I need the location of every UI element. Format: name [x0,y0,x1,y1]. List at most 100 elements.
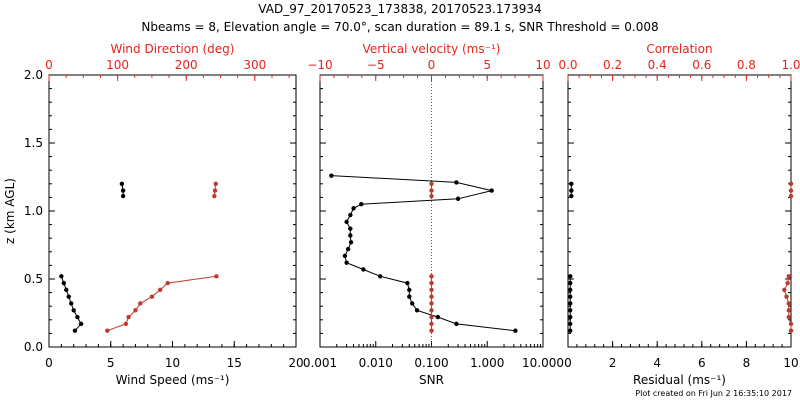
series-line [331,175,516,332]
data-point [126,314,131,320]
bottom-tick-label: 2 [609,356,617,370]
series-black [329,173,518,333]
data-point [71,308,76,313]
data-point [407,287,412,293]
panel-middle: 0.001 0.010 0.100 1.000 10.000 SNR −10 −5 0 5 10 Ve… [303,42,564,387]
data-point [409,301,415,306]
data-point [120,188,126,193]
data-point [513,328,518,333]
top-tick-label: 1.0 [781,58,800,72]
y-tick-label: 2.0 [24,68,43,82]
data-point [212,193,217,199]
bottom-tick-label: 10.000 [522,356,564,370]
data-point [157,287,163,293]
data-point [454,180,459,185]
data-point [66,294,71,299]
panel-frame [48,74,297,348]
y-tick-label: 1.5 [24,136,43,150]
bottom-tick-label: 1.000 [470,356,504,370]
top-axis-label: Wind Direction (deg) [111,42,235,56]
panel-right: 0 2 4 6 8 10 Residual (ms⁻¹) 0.0 0.2 0.4 0.6 0.8 1.0… [558,42,800,387]
data-point [788,193,794,199]
data-point [429,308,434,313]
data-point [120,193,126,199]
data-point [348,226,353,231]
top-tick-label: 100 [106,58,129,72]
data-point [348,233,353,238]
y-tick-label: 0.0 [24,340,43,354]
data-point [75,314,80,320]
data-point [782,287,787,293]
data-point [784,294,789,299]
data-point [568,301,573,306]
bottom-tick-label: 5 [107,356,115,370]
panel-left: 0 5 10 15 20 Wind Speed (ms⁻¹) 0 100 200 300 Wind … [3,42,304,387]
data-point [214,274,219,279]
y-axis-label: z (km AGL) [3,178,17,244]
data-point [213,181,218,186]
data-point [568,321,573,327]
series-red [429,181,434,333]
bottom-tick-label: 0.010 [359,356,393,370]
data-point [351,206,356,211]
data-point [149,294,155,299]
data-point [788,328,794,333]
data-point [568,328,573,333]
bottom-tick-label: 10 [165,356,180,370]
series-red [782,181,794,333]
bottom-tick-label: 6 [698,356,706,370]
data-point [429,287,434,293]
data-point [429,274,434,279]
y-tick-label: 1.0 [24,204,43,218]
data-point [455,196,461,201]
bottom-tick-label: 0.001 [303,356,337,370]
bottom-axis-label: Residual (ms⁻¹) [633,373,726,387]
bottom-tick-label: 0.100 [414,356,448,370]
data-point [345,246,351,252]
data-point [414,308,420,313]
top-tick-label: 10 [535,58,550,72]
series-black [568,181,574,333]
data-point [788,188,794,193]
top-tick-label: 0.2 [603,58,622,72]
top-tick-label: 0 [428,58,436,72]
bottom-tick-label: 15 [227,356,242,370]
data-point [407,294,412,299]
data-point [105,328,110,333]
data-point [429,193,434,199]
top-axis-label: Correlation [646,42,712,56]
top-tick-label: 0.6 [692,58,711,72]
data-point [69,301,74,306]
data-point [454,321,459,327]
data-point [119,181,125,186]
bottom-tick-label: 4 [653,356,661,370]
data-point [569,181,574,186]
data-point [788,321,794,327]
data-point [61,280,67,286]
top-tick-label: 0 [45,58,53,72]
data-point [785,280,790,286]
bottom-axis-label: SNR [419,373,444,387]
top-tick-label: 300 [243,58,266,72]
data-point [568,287,573,293]
top-tick-label: 0.8 [737,58,756,72]
data-point [568,274,573,279]
top-tick-label: 5 [483,58,491,72]
bottom-tick-label: 0 [45,356,53,370]
data-point [348,212,353,218]
data-point [429,294,434,299]
data-point [786,301,791,306]
top-tick-label: 0.0 [558,58,577,72]
bottom-tick-label: 10 [783,356,798,370]
data-point [786,308,791,313]
data-point [429,181,434,186]
series-red [105,181,219,333]
data-point [359,202,364,207]
data-point [568,314,573,320]
plot-created-footer: Plot created on Fri Jun 2 16:35:10 2017 [635,389,792,398]
top-tick-label: −5 [367,58,385,72]
panel-frame [567,74,792,348]
data-point [344,260,349,265]
data-point [568,280,573,286]
